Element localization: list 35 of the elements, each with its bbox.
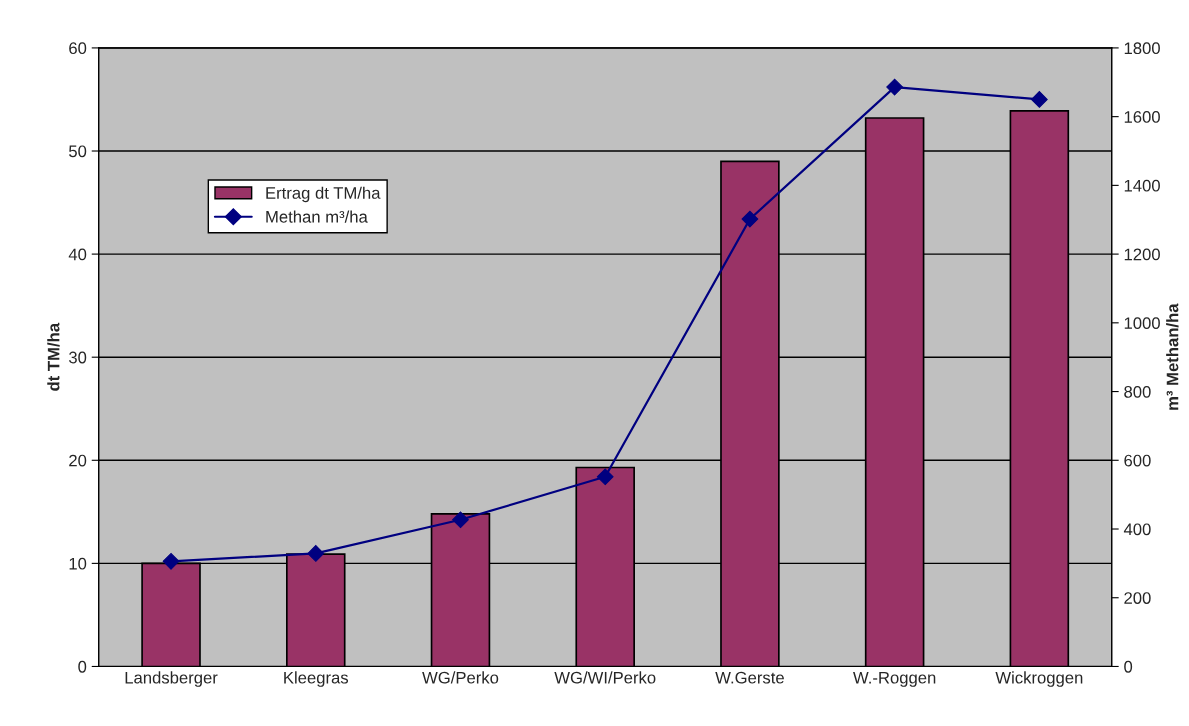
y2-tick-label: 1000 <box>1124 317 1160 330</box>
y-tick-label: 0 <box>78 660 87 673</box>
x-tick-label: WG/WI/Perko <box>554 671 656 684</box>
x-tick-label: Wickroggen <box>995 671 1083 687</box>
y-axis-title: dt TM/ha <box>47 322 60 391</box>
point <box>307 545 325 562</box>
legend-label: Methan m³/ha <box>266 210 368 223</box>
y2-tick-label: 200 <box>1124 592 1151 604</box>
point <box>886 78 904 96</box>
x-tick-label: Landsberger <box>125 671 218 687</box>
y2-tick-label: 1800 <box>1124 42 1160 55</box>
y2-axis-title: m³ Methan/ha <box>1166 303 1179 410</box>
y2-tick-label: 600 <box>1124 454 1151 467</box>
legend-label: Ertrag dt TM/ha <box>266 186 381 203</box>
y2-tick-label: 1600 <box>1124 111 1160 123</box>
y2-tick-label: 400 <box>1123 523 1151 536</box>
x-tick-label: WG/Perko <box>422 671 499 684</box>
point <box>162 552 180 570</box>
x-tick-label: W.-Roggen <box>853 671 936 687</box>
y2-tick-label: 0 <box>1124 660 1133 673</box>
x-tick-label: W.Gerste <box>715 671 784 684</box>
point <box>741 210 759 228</box>
y-tick-label: 30 <box>68 351 87 364</box>
y-tick-label: 60 <box>69 42 87 55</box>
y2-tick-label: 1400 <box>1124 179 1160 192</box>
point <box>452 511 469 529</box>
y2-tick-label: 800 <box>1124 385 1151 398</box>
x-tick-label: Kleegras <box>284 671 349 687</box>
point <box>596 468 614 486</box>
point <box>1030 91 1048 108</box>
y2-tick-label: 1200 <box>1124 248 1160 261</box>
y-tick-label: 20 <box>69 454 87 467</box>
y-tick-label: 40 <box>68 248 87 261</box>
y-tick-label: 50 <box>69 145 87 158</box>
y-tick-label: 10 <box>69 557 87 570</box>
